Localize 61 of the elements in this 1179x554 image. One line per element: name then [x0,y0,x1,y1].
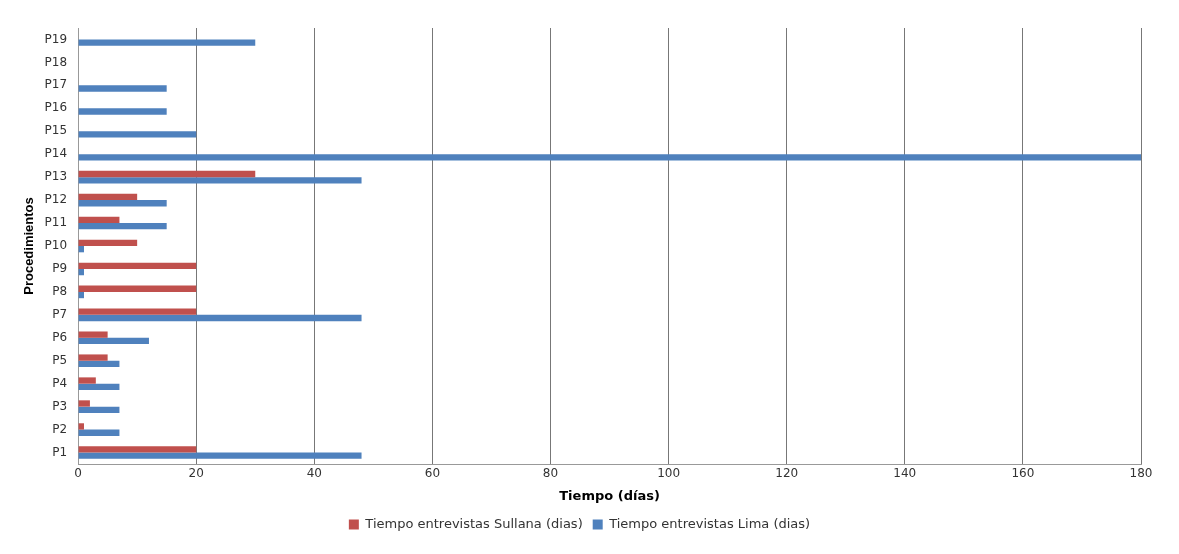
y-tick-label: P3 [52,398,68,413]
y-tick-label: P10 [44,238,68,253]
bar [78,170,256,178]
x-tick-label: 140 [893,466,917,481]
bar [78,308,197,315]
y-tick-label: P15 [44,123,68,138]
bar [78,400,90,407]
legend-label: Tiempo entrevistas Sullana (dias) [364,515,583,531]
bar [78,239,138,246]
bar [78,383,120,390]
x-axis-title: Tiempo (días) [559,487,660,503]
y-tick-label: P1 [52,444,68,459]
bar [78,200,167,207]
bar [78,423,85,430]
bar [78,39,256,46]
bar [78,446,197,453]
bar [78,177,362,184]
bar [78,85,167,92]
bar [78,131,197,138]
bar [78,216,120,224]
y-axis-title: Procedimientos [21,197,37,295]
y-tick-label: P6 [52,329,68,344]
y-tick-label: P18 [44,54,68,69]
legend-label: Tiempo entrevistas Lima (dias) [608,515,811,531]
x-tick-label: 100 [657,466,681,481]
bar [78,406,120,413]
y-tick-label: P19 [44,31,68,46]
y-tick-label: P5 [52,352,68,367]
bar [78,452,362,459]
x-tick-label: 120 [775,466,799,481]
bar [78,285,197,292]
bar [78,108,167,115]
y-tick-label: P17 [44,77,68,92]
y-tick-label: P4 [52,375,68,390]
y-tick-label: P14 [44,146,68,161]
x-tick-label: 20 [188,466,204,481]
bar [78,262,197,269]
x-tick-label: 0 [74,466,82,481]
x-tick-label: 180 [1129,466,1153,481]
y-tick-label: P9 [52,261,68,276]
x-tick-label: 160 [1011,466,1035,481]
y-tick-label: P8 [52,284,68,299]
bar [78,337,149,345]
bar [78,223,167,230]
x-tick-label: 60 [424,466,441,481]
y-tick-label: P7 [52,306,68,321]
y-tick-label: P11 [44,215,68,230]
bar [78,377,96,384]
x-tick-label: 40 [306,466,322,481]
bar [78,314,362,322]
y-tick-label: P16 [44,100,68,115]
y-tick-label: P2 [52,421,68,436]
bar [78,331,108,338]
bar [78,354,108,361]
bar [78,360,120,368]
y-tick-label: P12 [44,192,68,207]
y-tick-label: P13 [44,169,68,184]
bar [78,429,120,436]
bar [78,154,1141,161]
bar [78,193,138,201]
x-tick-label: 80 [542,466,559,481]
